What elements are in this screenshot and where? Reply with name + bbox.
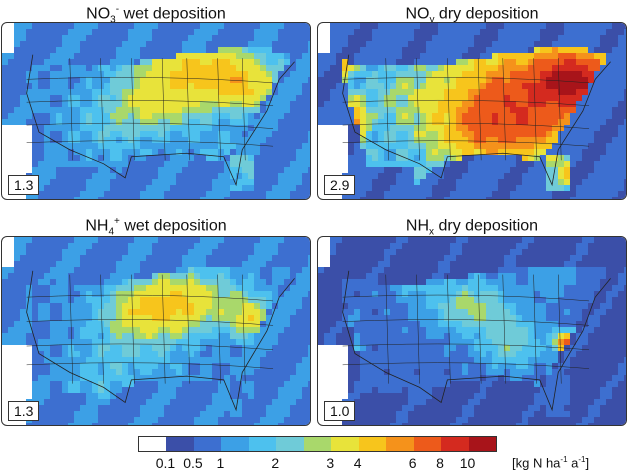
- title-main: NO: [86, 5, 111, 23]
- title-sub: y: [429, 14, 435, 26]
- title-sub: 4: [108, 226, 115, 238]
- state-boundaries: [342, 54, 611, 187]
- map-noy-dry: 2.9: [317, 22, 627, 200]
- colorbar-swatch: [139, 437, 167, 451]
- colorbar-swatch: [303, 437, 332, 451]
- units-sup1: -1: [560, 455, 568, 464]
- deposition-raster: [2, 23, 310, 199]
- units-pre: [kg N ha: [512, 455, 561, 471]
- colorbar-tick-label: 0.5: [183, 455, 203, 471]
- deposition-raster: [2, 237, 310, 425]
- title-main: NH: [85, 217, 109, 235]
- total-deposition-label: 1.3: [8, 175, 40, 195]
- deposition-raster: [318, 23, 626, 199]
- title-rest: dry deposition: [434, 217, 539, 235]
- units-sup2: -1: [578, 455, 586, 464]
- total-deposition-label: 1.3: [8, 401, 40, 421]
- colorbar-swatch: [468, 437, 497, 451]
- title-sup: +: [114, 216, 120, 227]
- map-nhx-dry: 1.0: [317, 236, 627, 426]
- colorbar-tick-label: 4: [353, 455, 362, 471]
- map-canvas: [318, 23, 626, 199]
- colorbar-swatch: [441, 437, 469, 451]
- units-post: ]: [585, 455, 590, 471]
- deposition-raster: [318, 237, 626, 425]
- title-sub: 3: [110, 14, 116, 26]
- colorbar-swatch: [248, 437, 277, 451]
- colorbar-swatch: [276, 437, 304, 451]
- colorbar: [138, 436, 497, 452]
- total-deposition-label: 1.0: [324, 401, 356, 421]
- map-canvas: [2, 23, 310, 199]
- map-canvas: [2, 237, 310, 425]
- panel-title-no3-wet: NO3- wet deposition: [0, 0, 312, 31]
- colorbar-tick-label: 1: [216, 455, 225, 471]
- title-main: NH: [405, 217, 430, 235]
- colorbar-tick-label: 6: [408, 455, 417, 471]
- colorbar-swatch: [358, 437, 387, 451]
- colorbar-tick-label: 10: [459, 455, 476, 471]
- panel-title-noy-dry: NOy dry deposition: [316, 0, 628, 31]
- total-deposition-label: 2.9: [324, 175, 356, 195]
- state-boundaries: [26, 54, 295, 187]
- colorbar-tick-label: 2: [271, 455, 280, 471]
- map-no3-wet: 1.3: [1, 22, 311, 200]
- title-rest: wet deposition: [119, 217, 227, 235]
- title-main: NO: [405, 5, 430, 23]
- map-nh4-wet: 1.3: [1, 236, 311, 426]
- colorbar-tick-label: 0.1: [155, 455, 176, 471]
- colorbar-swatch: [166, 437, 194, 451]
- panel-title-nh4-wet: NH4+ wet deposition: [0, 212, 312, 243]
- colorbar-swatch: [331, 437, 359, 451]
- state-boundaries: [342, 270, 611, 412]
- colorbar-swatch: [193, 437, 222, 451]
- title-rest: dry deposition: [434, 5, 539, 23]
- colorbar-swatch: [221, 437, 249, 451]
- title-rest: wet deposition: [119, 5, 226, 23]
- colorbar-tick-label: 3: [326, 455, 335, 471]
- panel-title-nhx-dry: NHx dry deposition: [316, 212, 628, 243]
- units-mid: a: [567, 455, 579, 471]
- state-boundaries: [26, 270, 295, 412]
- map-canvas: [318, 237, 626, 425]
- title-sub: x: [429, 226, 435, 238]
- title-sup: -: [115, 4, 120, 15]
- colorbar-units-label: [kg N ha-1 a-1]: [512, 455, 589, 470]
- colorbar-tick-label: 8: [436, 455, 444, 471]
- colorbar-swatch: [413, 437, 442, 451]
- colorbar-swatch: [386, 437, 414, 451]
